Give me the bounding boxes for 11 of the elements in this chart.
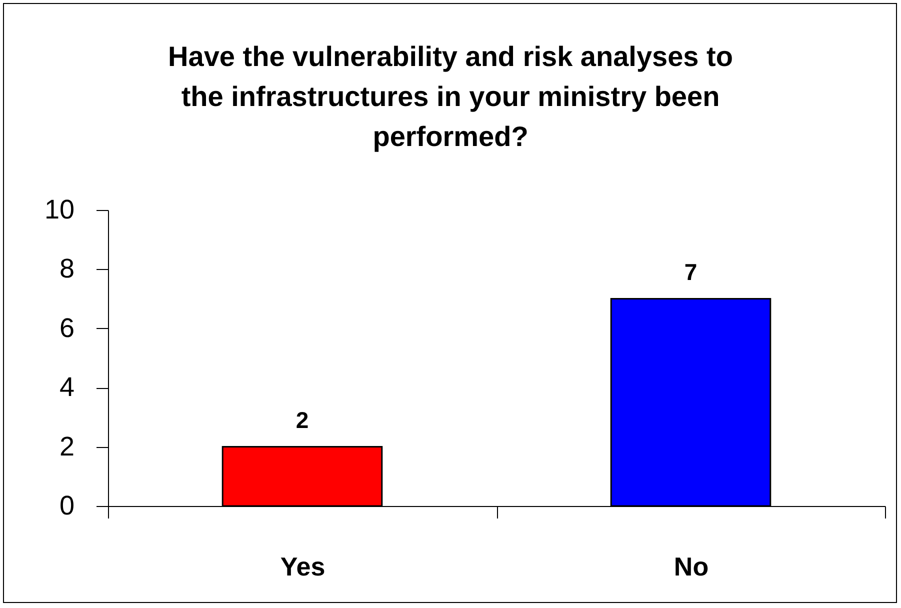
y-tick-label: 4: [59, 372, 74, 402]
x-tick-label: Yes: [280, 552, 326, 582]
y-tick-label: 10: [44, 194, 74, 224]
chart-title: Have the vulnerability and risk analyses to the infrastructures in your ministry been performed?: [168, 41, 733, 152]
data-label: 7: [684, 258, 698, 285]
data-label: 2: [296, 406, 309, 433]
y-tick-label: 6: [59, 312, 74, 343]
y-tick-label: 8: [59, 254, 74, 284]
y-tick-label: 2: [59, 431, 74, 462]
y-tick-label: 0: [59, 490, 74, 520]
x-tick-label: No: [674, 552, 709, 582]
